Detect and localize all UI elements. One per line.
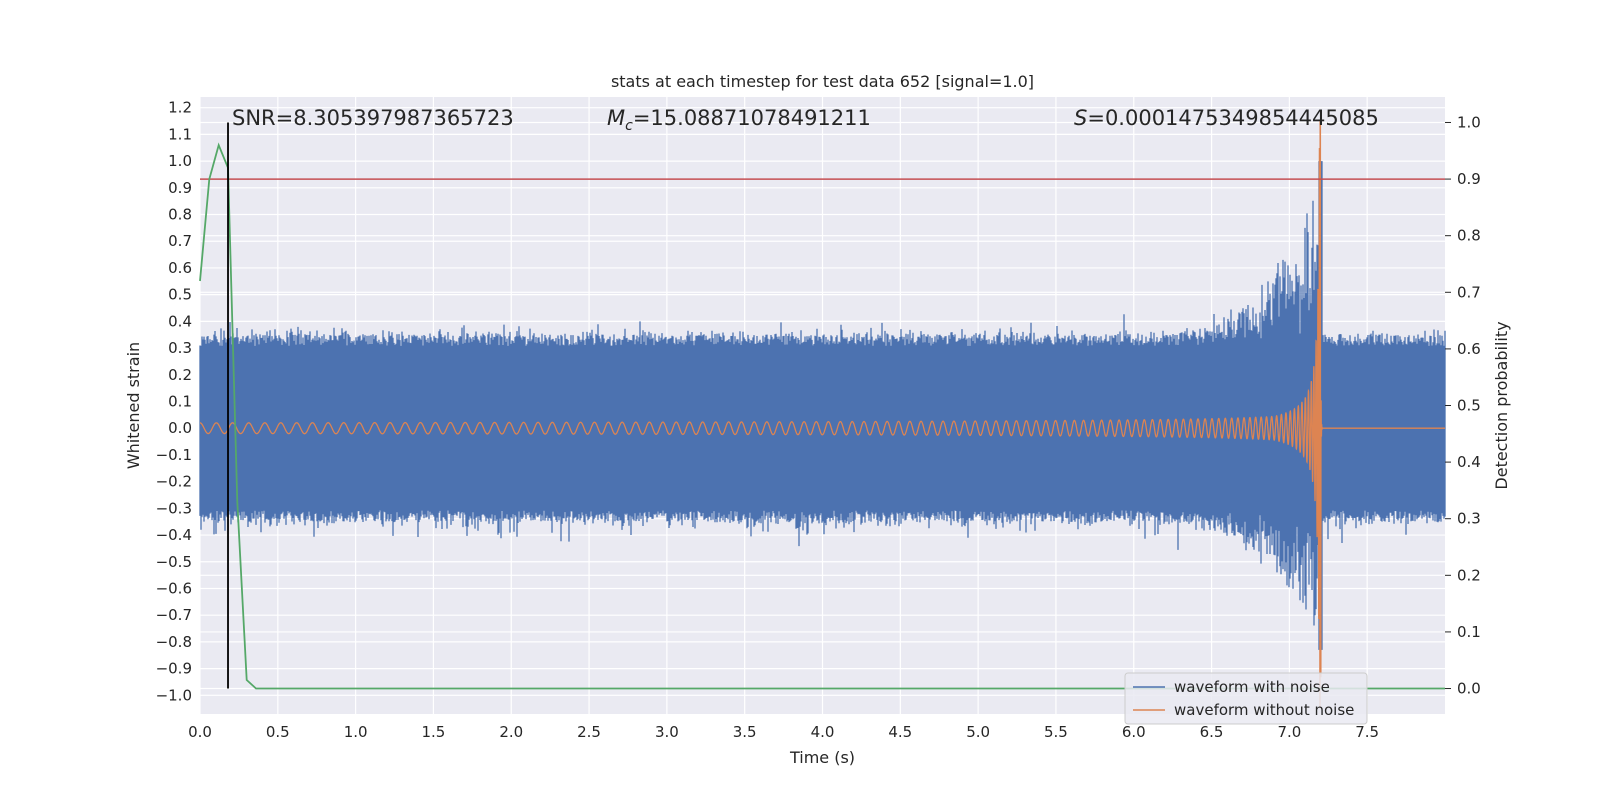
- x-tick-label: 1.5: [422, 723, 446, 741]
- legend-entry-waveform-with-noise: waveform with noise: [1174, 678, 1330, 696]
- y-tick-label: 1.0: [168, 152, 192, 170]
- y-right-tick-label: 0.1: [1457, 623, 1481, 641]
- y-tick-label: −1.0: [156, 686, 192, 704]
- y-right-tick-label: 0.2: [1457, 566, 1481, 584]
- y-tick-label: 0.1: [168, 392, 192, 410]
- x-tick-label: 0.0: [188, 723, 212, 741]
- y-tick-label: 1.2: [168, 99, 192, 117]
- y-tick-label: 0.2: [168, 366, 192, 384]
- x-tick-label: 4.0: [811, 723, 835, 741]
- y-axis-right-label: Detection probability: [1492, 321, 1511, 489]
- y-right-tick-label: 0.7: [1457, 283, 1481, 301]
- y-tick-label: −0.2: [156, 473, 192, 491]
- series-waveform-with-noise: [199, 161, 1446, 650]
- x-tick-label: 6.0: [1122, 723, 1146, 741]
- y-tick-label: −0.7: [156, 606, 192, 624]
- series-waveform-without-noise: [199, 120, 1445, 709]
- x-tick-label: 1.0: [344, 723, 368, 741]
- score-symbol: S: [1074, 106, 1087, 130]
- x-axis: 0.0 0.5 1.0 1.5 2.0 2.5 3.0 3.5 4.0 4.5 5.0 5.5 6.0 6…: [188, 723, 1379, 741]
- y-tick-label: −0.4: [156, 526, 192, 544]
- y-axis-right: 1.0 0.9 0.8 0.7 0.6 0.5 0.4 0.3 0.2 0.1 0.0: [1445, 113, 1481, 698]
- snr-annotation: SNR=8.305397987365723: [232, 106, 514, 130]
- x-tick-label: 5.0: [966, 723, 990, 741]
- x-tick-label: 7.0: [1277, 723, 1301, 741]
- y-tick-label: 0.7: [168, 232, 192, 250]
- x-axis-label: Time (s): [789, 748, 855, 767]
- y-tick-label: −0.1: [156, 446, 192, 464]
- y-axis-label: Whitened strain: [124, 342, 143, 469]
- x-tick-label: 3.5: [733, 723, 757, 741]
- y-tick-label: 0.4: [168, 312, 192, 330]
- legend-box: [1124, 672, 1368, 725]
- legend-entry-waveform-without-noise: waveform without noise: [1174, 701, 1354, 719]
- y-right-tick-label: 0.5: [1457, 397, 1481, 415]
- chirp-mass-value: =15.08871078491211: [633, 106, 871, 130]
- x-tick-label: 7.5: [1355, 723, 1379, 741]
- y-tick-label: −0.9: [156, 660, 192, 678]
- x-tick-label: 4.5: [888, 723, 912, 741]
- y-tick-label: 0.8: [168, 206, 192, 224]
- y-tick-label: 0.5: [168, 286, 192, 304]
- y-right-tick-label: 0.4: [1457, 453, 1481, 471]
- y-right-tick-label: 0.6: [1457, 340, 1481, 358]
- y-tick-label: 1.1: [168, 125, 192, 143]
- y-tick-label: −0.3: [156, 499, 192, 517]
- y-tick-label: −0.5: [156, 553, 192, 571]
- y-right-tick-label: 0.0: [1457, 680, 1481, 698]
- chart-title: stats at each timestep for test data 652…: [611, 72, 1034, 91]
- y-right-tick-label: 1.0: [1457, 113, 1481, 131]
- y-tick-label: 0.9: [168, 179, 192, 197]
- chirp-mass-symbol: M: [607, 106, 625, 130]
- x-tick-label: 0.5: [266, 723, 290, 741]
- y-right-tick-label: 0.8: [1457, 227, 1481, 245]
- y-tick-label: −0.6: [156, 579, 192, 597]
- y-right-tick-label: 0.9: [1457, 170, 1481, 188]
- y-tick-label: −0.8: [156, 633, 192, 651]
- y-axis-left: 1.2 1.1 1.0 0.9 0.8 0.7 0.6 0.5 0.4 0.3 0.2 0.1 0.0 −…: [156, 99, 192, 705]
- x-tick-label: 2.0: [499, 723, 523, 741]
- y-right-tick-label: 0.3: [1457, 510, 1481, 528]
- legend: waveform with noise waveform without noi…: [1124, 672, 1368, 725]
- y-tick-label: 0.0: [168, 419, 192, 437]
- x-tick-label: 3.0: [655, 723, 679, 741]
- score-value: =0.0001475349854445085: [1087, 106, 1379, 130]
- x-tick-label: 2.5: [577, 723, 601, 741]
- x-tick-label: 6.5: [1200, 723, 1224, 741]
- chirp-mass-annotation: Mc=15.08871078491211: [607, 106, 871, 134]
- x-tick-label: 5.5: [1044, 723, 1068, 741]
- y-tick-label: 0.3: [168, 339, 192, 357]
- chirp-mass-subscript: c: [625, 118, 633, 134]
- score-annotation: S=0.0001475349854445085: [1074, 106, 1379, 130]
- y-tick-label: 0.6: [168, 259, 192, 277]
